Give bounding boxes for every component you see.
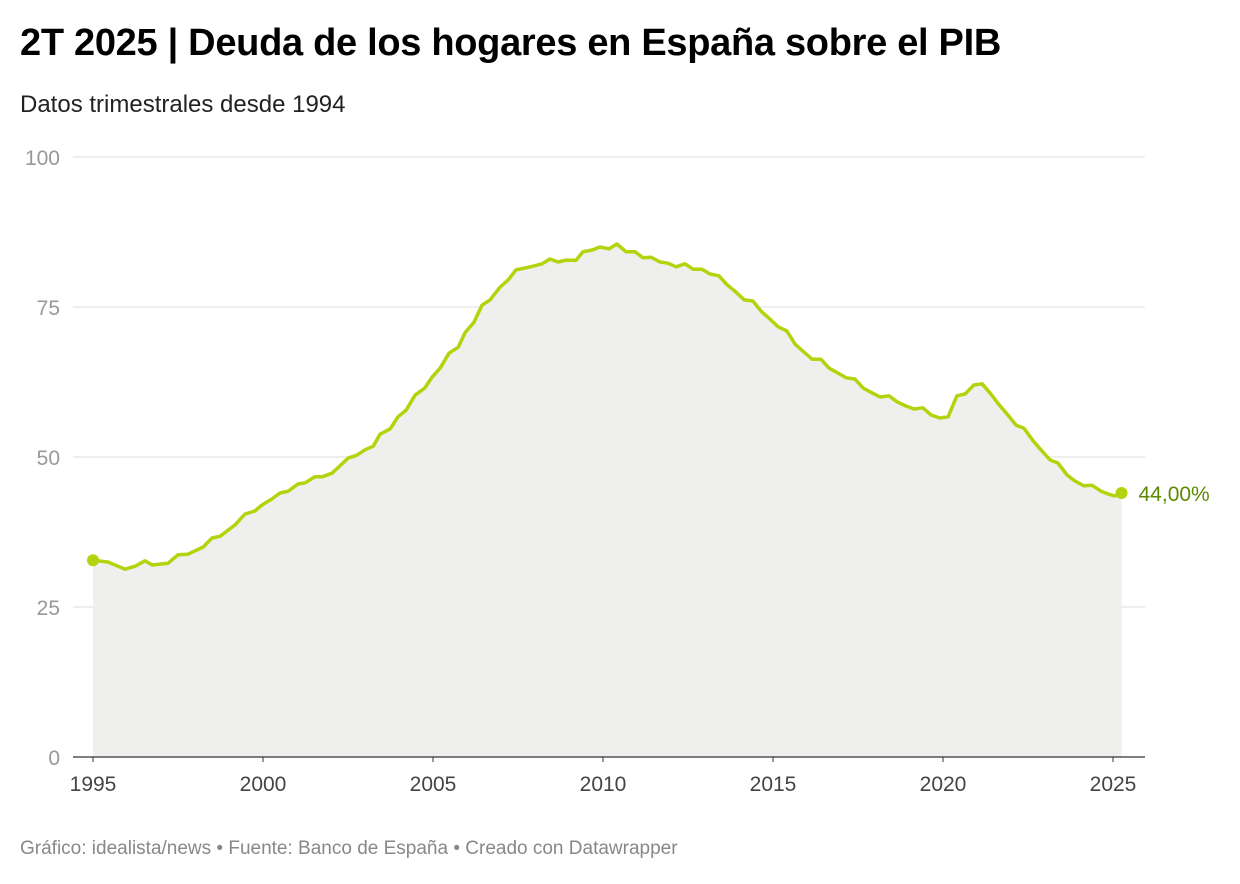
x-tick-label: 2015 [750,773,797,796]
x-tick-label: 2010 [580,773,627,796]
start-point [87,554,99,567]
chart-footer: Gráfico: idealista/news • Fuente: Banco … [20,838,678,859]
end-value-label: 44,00% [1139,483,1210,506]
series-line [92,242,1123,571]
x-tick-label: 2020 [920,773,967,796]
y-tick-label: 50 [37,447,60,470]
x-tick-label: 2000 [240,773,287,796]
y-tick-label: 0 [48,747,60,770]
y-tick-label: 75 [37,297,60,320]
x-tick-label: 2005 [410,773,457,796]
x-tick-label: 1995 [70,773,117,796]
chart-title: 2T 2025 | Deuda de los hogares en España… [20,22,1001,64]
area-fill [93,244,1122,757]
end-point [1115,487,1128,499]
y-tick-label: 25 [37,597,60,620]
x-tick-label: 2025 [1090,773,1137,796]
chart-subtitle: Datos trimestrales desde 1994 [20,91,346,118]
y-tick-label: 100 [25,147,60,170]
